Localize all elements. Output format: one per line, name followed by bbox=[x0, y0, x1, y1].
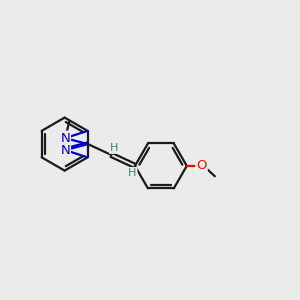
Text: N: N bbox=[60, 132, 70, 145]
Text: H: H bbox=[128, 168, 136, 178]
Text: H: H bbox=[110, 143, 118, 153]
Text: N: N bbox=[60, 144, 70, 157]
Text: O: O bbox=[196, 159, 207, 172]
